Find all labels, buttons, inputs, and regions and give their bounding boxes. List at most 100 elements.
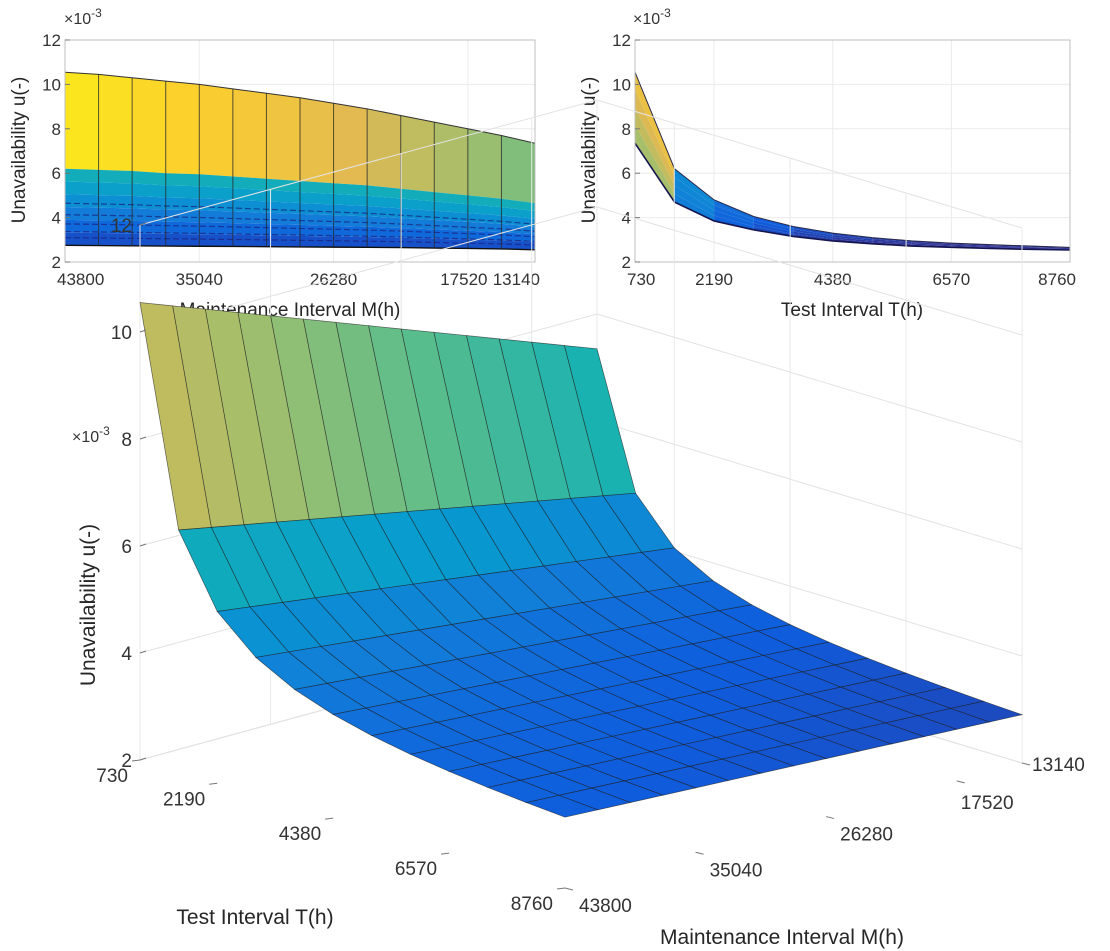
p2-band: [674, 185, 715, 216]
p1-upper-band: [501, 135, 535, 204]
p1-lower-band: [367, 216, 401, 228]
p1-lower-band: [501, 198, 535, 211]
p2-band: [990, 245, 1031, 248]
p1-lower-band: [333, 236, 368, 248]
p1-lower-band: [232, 199, 267, 213]
p1-lower-band: [199, 186, 233, 200]
p1-lower-band: [333, 215, 368, 227]
p1-lower-band: [400, 188, 435, 202]
p2-band: [951, 244, 991, 247]
p3-ttick-mark: [441, 852, 450, 855]
p1-lower-band: [434, 220, 468, 231]
p1-lower-band: [501, 240, 535, 250]
p1-lower-band: [367, 185, 401, 199]
p1-lower-band: [132, 170, 166, 186]
p1-lower-band: [367, 195, 401, 209]
p3-mtick-mark: [695, 851, 704, 855]
p1-lower-band: [65, 181, 99, 196]
p3-z-ticks: 2 4 6 8 10 12: [111, 216, 147, 772]
plot-test-view: 2 4 6 8 10 12 730 2190 4380 6570 8760 ×10-3 Test …: [579, 6, 1076, 321]
p3-surface-mesh: [139, 302, 1024, 818]
p1-lower-band: [434, 229, 468, 240]
p2-band: [911, 242, 952, 246]
p3-ztick-mark: [139, 543, 147, 547]
p1-lower-band: [165, 221, 200, 235]
p2-band: [635, 107, 675, 194]
p1-lower-band: [434, 210, 468, 222]
p3-ztick-label: 6: [121, 537, 132, 558]
p2-band: [714, 210, 754, 227]
p1-upper-band: [300, 97, 334, 184]
p3-ttick-mark: [556, 887, 566, 890]
p1-lower-band: [98, 195, 133, 209]
p3-wall-grid: [139, 99, 598, 226]
p2-band: [951, 245, 991, 248]
p1-lower-band: [165, 209, 200, 223]
p1-upper-band: [367, 108, 401, 189]
p1-surface-bands: [65, 72, 535, 250]
p3-wall-grid: [596, 206, 1023, 336]
p3-ztick-mark: [139, 650, 147, 654]
p2-ytick-label: 2: [622, 253, 631, 272]
p1-lower-band: [65, 232, 99, 246]
p1-ytick-label: 10: [42, 75, 61, 94]
p3-ztick-label: 4: [121, 644, 132, 665]
p2-ytick-label: 12: [612, 31, 631, 50]
p3-ttick-label: 2190: [163, 789, 205, 810]
p1-lower-band: [98, 182, 133, 196]
p2-xtick-label: 6570: [932, 270, 970, 289]
p1-lower-band: [300, 224, 334, 237]
p1-lower-band: [232, 211, 267, 225]
p3-m-axis-label: Maintenance Interval M(h): [660, 926, 904, 949]
p2-y-axis-label: Unavailability u(-): [579, 77, 600, 224]
p2-band: [753, 226, 794, 237]
p3-ttick-mark: [325, 817, 334, 820]
p1-xtick-label: 17520: [440, 270, 487, 289]
p1-lower-band: [199, 210, 233, 224]
p1-lower-band: [434, 201, 468, 214]
p1-lower-band: [300, 202, 334, 216]
p3-mtick-label: 17520: [961, 793, 1014, 814]
p2-x-ticks: 730 2190 4380 6570 8760: [627, 270, 1076, 289]
p2-xtick-label: 4380: [814, 270, 852, 289]
p2-band: [911, 243, 952, 247]
p1-upper-band: [232, 88, 267, 179]
p1-lower-band: [333, 183, 368, 196]
p1-lower-band: [65, 207, 99, 221]
p2-band: [832, 235, 873, 241]
p3-mtick-label: 13140: [1032, 755, 1085, 776]
p2-band: [872, 239, 912, 244]
p1-lower-band: [65, 168, 99, 183]
p1-y-axis-label: Unavailability u(-): [9, 77, 30, 224]
p1-lower-band: [400, 198, 435, 211]
p3-m-ticks: 43800 35040 26280 17520 13140: [564, 755, 1085, 917]
p1-lower-band: [501, 207, 535, 219]
p1-lower-band: [199, 198, 233, 212]
p2-exponent-label: ×10-3: [633, 6, 671, 28]
p1-lower-band: [165, 173, 200, 187]
p2-upper-edge: [634, 72, 1071, 248]
p3-ttick-label: 730: [96, 766, 128, 787]
p1-lower-band: [300, 235, 334, 248]
p3-mtick-label: 35040: [710, 860, 763, 881]
p1-lower-band: [266, 235, 300, 247]
p2-axes-box: [634, 39, 1071, 263]
p3-exponent-label: ×10-3: [72, 424, 110, 446]
p1-xtick-label: 13140: [493, 270, 540, 289]
p1-ytick-label: 8: [52, 120, 61, 139]
p2-lower-edge: [634, 142, 1071, 251]
p2-band: [990, 246, 1031, 249]
p2-band: [753, 223, 794, 234]
p3-ttick-label: 6570: [395, 859, 437, 880]
p1-lower-band: [132, 195, 166, 210]
p1-lower-band: [165, 185, 200, 199]
p2-band: [714, 215, 754, 230]
p2-band: [753, 219, 794, 232]
p3-mtick-label: 26280: [840, 825, 893, 846]
p3-mtick-mark: [826, 816, 835, 820]
p1-lower-band: [199, 234, 233, 247]
p1-lower-band: [333, 204, 368, 217]
plot-3d-surface: 2 4 6 8 10 12 730 2190 4380 6570 8760 43800 35040 2…: [72, 99, 1085, 949]
p1-upper-band: [199, 84, 233, 177]
p1-lower-band: [434, 238, 468, 249]
